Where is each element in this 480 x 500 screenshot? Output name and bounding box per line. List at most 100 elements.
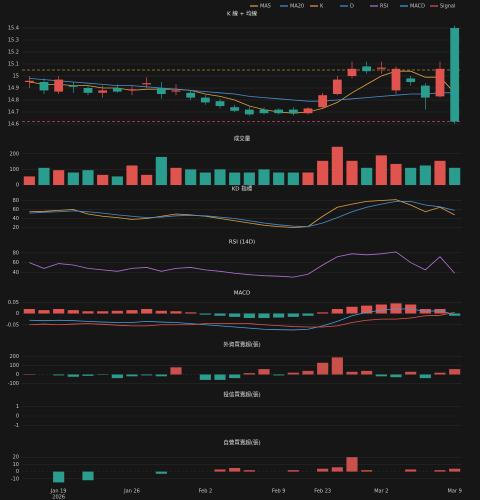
- series-line: [29, 251, 455, 278]
- bar: [419, 374, 431, 379]
- bar: [287, 470, 299, 472]
- y-tick-label: 15.1: [8, 62, 19, 68]
- bar: [361, 305, 373, 314]
- y-tick-label: 14.8: [8, 98, 19, 104]
- candle-body: [435, 68, 445, 97]
- bar: [258, 369, 270, 375]
- bar: [82, 374, 94, 376]
- x-tick-label: Feb 9: [272, 489, 286, 495]
- y-tick-label: 1: [16, 404, 19, 410]
- bar: [38, 310, 50, 314]
- bar: [214, 169, 226, 185]
- panel-title: 自營買賣超(張): [223, 439, 260, 447]
- bar: [185, 312, 197, 314]
- panel-title: K 線 + 均線: [227, 10, 257, 18]
- bar: [405, 167, 417, 185]
- panel-title: 投信買賣超(張): [223, 391, 260, 399]
- panel-title: MACD: [234, 291, 251, 297]
- bar: [141, 309, 153, 314]
- candle-body: [200, 97, 210, 103]
- bar: [302, 172, 314, 185]
- candle-body: [24, 80, 34, 82]
- bar: [361, 167, 373, 185]
- x-tick-label: Feb 23: [314, 489, 331, 495]
- candle-body: [112, 88, 122, 92]
- bar: [82, 170, 94, 185]
- y-tick-label: 20: [13, 225, 19, 231]
- y-tick-label: 10: [13, 462, 19, 468]
- bar: [67, 310, 79, 314]
- panel-title: RSI (14D): [229, 240, 255, 246]
- bar: [229, 374, 241, 379]
- candle-body: [244, 109, 254, 115]
- panel-title: 外資買賣超(張): [223, 341, 260, 349]
- bar: [126, 165, 138, 185]
- candle-body: [171, 90, 181, 92]
- candle-body: [347, 68, 357, 76]
- y-tick-label: 80: [13, 198, 19, 204]
- legend-label: MACD: [410, 4, 425, 10]
- bar: [170, 367, 182, 375]
- y-tick-label: 14.7: [8, 110, 19, 116]
- y-tick-label: 0: [16, 414, 19, 420]
- bar: [434, 470, 446, 472]
- candle-body: [318, 95, 328, 108]
- y-tick-label: 14.9: [8, 86, 19, 92]
- bar: [38, 167, 50, 185]
- y-tick-label: 60: [13, 260, 19, 266]
- bar: [258, 169, 270, 185]
- bar: [53, 170, 65, 185]
- bar: [273, 313, 285, 318]
- bar: [170, 167, 182, 185]
- y-tick-label: 20: [13, 455, 19, 461]
- bar: [361, 470, 373, 472]
- y-tick-label: 0: [16, 311, 19, 317]
- bar: [199, 374, 211, 380]
- y-tick-label: 100: [9, 167, 19, 173]
- bar: [317, 362, 329, 375]
- y-tick-label: 40: [13, 270, 19, 276]
- bar: [82, 471, 94, 481]
- bar: [390, 303, 402, 314]
- panel-title: 成交量: [234, 135, 251, 143]
- x-tick-label: Jan 19: [50, 489, 67, 495]
- bar: [243, 373, 255, 375]
- bar: [287, 172, 299, 185]
- bar: [229, 468, 241, 472]
- bar: [434, 372, 446, 375]
- bar: [449, 468, 461, 472]
- bar: [449, 167, 461, 185]
- x-tick-label: Mar 2: [374, 489, 388, 495]
- bar: [375, 374, 387, 377]
- bar: [419, 165, 431, 185]
- candle-body: [215, 101, 225, 106]
- bar: [23, 309, 35, 314]
- candle-body: [142, 83, 152, 85]
- legend-label: K: [320, 4, 324, 10]
- bar: [317, 312, 329, 314]
- bar: [23, 176, 35, 185]
- bar: [53, 471, 65, 483]
- bar: [111, 374, 123, 379]
- candle-body: [332, 79, 342, 94]
- bar: [375, 304, 387, 314]
- bar: [273, 172, 285, 185]
- bar: [375, 155, 387, 185]
- candle-body: [259, 109, 269, 114]
- legend-label: Signal: [440, 4, 455, 10]
- bar: [111, 176, 123, 185]
- bar: [243, 172, 255, 185]
- candle-body: [274, 109, 284, 114]
- bar: [390, 163, 402, 185]
- y-tick-label: 15.4: [8, 26, 19, 32]
- candle-body: [420, 85, 430, 98]
- bar: [317, 160, 329, 185]
- candle-body: [288, 109, 298, 114]
- bar: [346, 306, 358, 314]
- y-tick-label: 0: [16, 183, 19, 189]
- legend-label: RSI: [380, 4, 388, 10]
- candle-body: [127, 89, 137, 91]
- bar: [214, 313, 226, 316]
